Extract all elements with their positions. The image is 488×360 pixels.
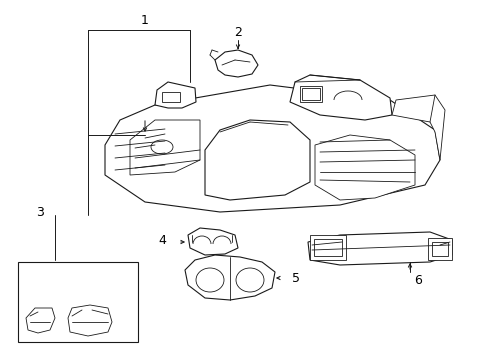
Bar — [302, 88, 319, 100]
Bar — [313, 239, 341, 256]
Text: 2: 2 — [234, 26, 242, 39]
Polygon shape — [289, 75, 391, 120]
Bar — [427, 238, 451, 260]
Polygon shape — [204, 120, 309, 200]
Polygon shape — [184, 255, 274, 300]
Bar — [431, 242, 447, 256]
Polygon shape — [314, 135, 414, 200]
Polygon shape — [26, 308, 55, 333]
Bar — [309, 235, 346, 260]
Text: 4: 4 — [158, 234, 165, 247]
Bar — [299, 86, 321, 102]
Polygon shape — [187, 228, 238, 255]
Bar — [162, 92, 180, 102]
Text: 6: 6 — [413, 274, 421, 287]
Polygon shape — [155, 82, 196, 108]
Polygon shape — [215, 50, 258, 77]
Text: 5: 5 — [291, 271, 299, 284]
Polygon shape — [105, 85, 439, 212]
Polygon shape — [391, 95, 444, 160]
Polygon shape — [68, 305, 112, 336]
Bar — [18, 262, 138, 342]
Text: 1: 1 — [141, 14, 149, 27]
Polygon shape — [307, 232, 451, 265]
Polygon shape — [130, 120, 200, 175]
Text: 3: 3 — [36, 206, 44, 219]
